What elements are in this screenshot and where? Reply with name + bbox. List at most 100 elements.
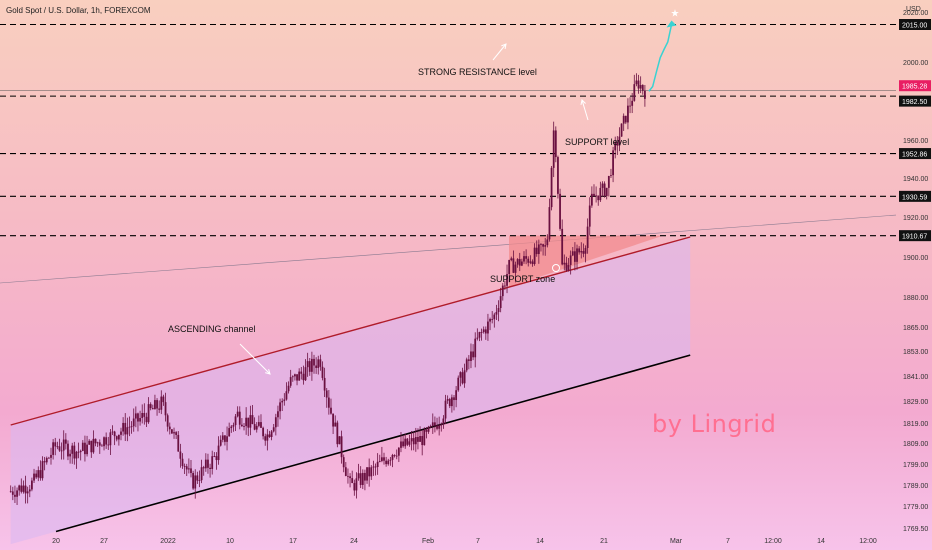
current-price-tag: 1985.28	[902, 84, 927, 91]
arrow-support-level-head	[580, 99, 586, 105]
y-tick-label: 1920.00	[903, 215, 928, 222]
candle-body	[586, 226, 589, 249]
candle-body	[120, 431, 122, 435]
candle-body	[117, 434, 120, 440]
candle-body	[457, 377, 460, 391]
candle-body	[414, 436, 417, 445]
support-zone-marker-icon	[552, 264, 560, 272]
candle-body	[336, 422, 339, 445]
candle-body	[567, 264, 570, 271]
candle-body	[633, 84, 636, 101]
candle-body	[554, 130, 557, 158]
candle-body	[238, 411, 241, 425]
candle-body	[397, 447, 400, 456]
candle-body	[450, 397, 453, 407]
candle-body	[228, 428, 231, 437]
candle-body	[520, 261, 523, 266]
candle-body	[9, 491, 12, 493]
candle-body	[22, 485, 25, 492]
candle-body	[470, 351, 472, 361]
candle-body	[16, 490, 18, 497]
candle-body	[162, 396, 165, 403]
candle-body	[455, 390, 458, 401]
candle-body	[516, 259, 519, 265]
candle-body	[103, 437, 105, 447]
candle-body	[160, 396, 163, 410]
candle-body	[177, 434, 180, 452]
candle-body	[578, 248, 581, 253]
annotation-support-zone: SUPPORT zone	[490, 274, 556, 284]
candle-body	[52, 442, 55, 455]
candle-body	[438, 425, 441, 429]
x-tick-label: 24	[350, 538, 358, 545]
candle-body	[627, 105, 629, 123]
y-tick-label: 1865.00	[903, 325, 928, 332]
candle-body	[166, 415, 169, 427]
candle-body	[200, 467, 203, 481]
candle-body	[198, 480, 201, 481]
candle-body	[497, 308, 500, 312]
candle-body	[612, 150, 614, 176]
level-tag: 2015.00	[902, 23, 927, 30]
y-tick-label: 1809.00	[903, 441, 928, 448]
candle-body	[226, 436, 228, 442]
candle-body	[243, 426, 245, 427]
candle-body	[58, 446, 61, 451]
candle-body	[300, 371, 303, 374]
candle-body	[35, 473, 38, 478]
candle-body	[580, 251, 583, 253]
candle-body	[287, 385, 290, 392]
candle-body	[26, 491, 29, 494]
candle-body	[137, 413, 139, 422]
candle-body	[353, 483, 356, 491]
candle-body	[73, 445, 76, 459]
currency-label: USD	[906, 6, 921, 13]
candle-body	[325, 390, 328, 398]
candle-body	[434, 422, 436, 426]
arrow-ascending-channel-head	[265, 369, 271, 375]
candle-body	[247, 417, 250, 428]
candle-body	[550, 167, 553, 208]
x-tick-label: Feb	[422, 538, 434, 545]
candle-body	[574, 251, 576, 262]
candle-body	[588, 205, 591, 227]
candle-body	[147, 404, 150, 423]
candle-body	[96, 442, 99, 444]
candle-body	[400, 441, 402, 448]
candle-body	[444, 400, 447, 419]
candle-body	[28, 489, 31, 492]
candle-body	[499, 296, 502, 309]
candle-body	[442, 418, 445, 425]
y-tick-label: 1960.00	[903, 138, 928, 145]
candle-body	[196, 475, 199, 481]
candle-body	[149, 404, 152, 409]
candle-body	[145, 416, 148, 423]
x-tick-label: Mar	[670, 538, 683, 545]
candle-body	[24, 485, 27, 494]
candle-body	[427, 426, 430, 432]
candle-body	[599, 187, 602, 201]
level-tag-bg	[899, 190, 931, 202]
arrow-ascending-channel	[239, 343, 271, 375]
candle-body	[465, 359, 468, 371]
arrow-strong-resistance	[492, 43, 507, 61]
annotation-strong-resistance: STRONG RESISTANCE level	[418, 67, 537, 77]
candle-body	[39, 470, 42, 479]
candle-body	[257, 422, 260, 426]
candle-body	[219, 439, 222, 446]
candle-body	[616, 141, 619, 146]
candle-body	[576, 248, 578, 262]
candle-body	[635, 80, 638, 85]
candle-body	[141, 412, 144, 418]
candle-body	[584, 248, 587, 254]
candle-body	[493, 314, 496, 320]
candle-body	[101, 445, 103, 447]
x-tick-label: 14	[536, 538, 544, 545]
candle-body	[605, 187, 608, 197]
level-tag-bg	[899, 230, 931, 242]
candle-body	[459, 372, 462, 378]
x-tick-label: 12:00	[859, 538, 877, 545]
candle-body	[501, 285, 504, 297]
y-tick-label: 1799.00	[903, 462, 928, 469]
